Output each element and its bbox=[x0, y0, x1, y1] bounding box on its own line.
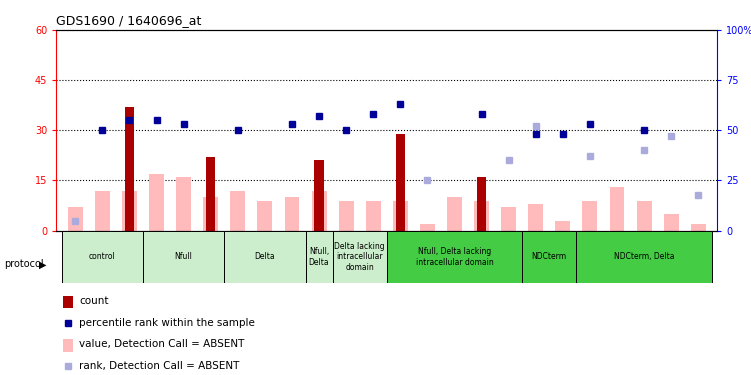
Bar bbox=[691, 224, 706, 231]
Bar bbox=[95, 190, 110, 231]
Bar bbox=[149, 174, 164, 231]
Bar bbox=[637, 201, 652, 231]
Text: NDCterm: NDCterm bbox=[532, 252, 567, 261]
Bar bbox=[231, 190, 246, 231]
Text: count: count bbox=[80, 296, 109, 306]
Bar bbox=[125, 107, 134, 231]
Bar bbox=[63, 339, 73, 352]
Text: ▶: ▶ bbox=[39, 260, 47, 269]
Text: Delta: Delta bbox=[255, 252, 275, 261]
Bar bbox=[312, 190, 327, 231]
Bar bbox=[396, 134, 405, 231]
Bar bbox=[501, 207, 516, 231]
FancyBboxPatch shape bbox=[143, 231, 225, 283]
Text: value, Detection Call = ABSENT: value, Detection Call = ABSENT bbox=[80, 339, 245, 350]
Text: Nfull,
Delta: Nfull, Delta bbox=[309, 247, 330, 267]
Text: NDCterm, Delta: NDCterm, Delta bbox=[614, 252, 674, 261]
Text: Delta lacking
intracellular
domain: Delta lacking intracellular domain bbox=[334, 242, 385, 272]
Bar bbox=[68, 207, 83, 231]
Bar bbox=[176, 177, 191, 231]
Bar bbox=[206, 157, 216, 231]
Bar bbox=[258, 201, 273, 231]
Bar bbox=[339, 201, 354, 231]
Text: Nfull, Delta lacking
intracellular domain: Nfull, Delta lacking intracellular domai… bbox=[415, 247, 493, 267]
Text: protocol: protocol bbox=[4, 260, 44, 269]
Bar bbox=[285, 197, 300, 231]
Bar bbox=[204, 197, 218, 231]
Bar bbox=[122, 190, 137, 231]
Bar bbox=[477, 177, 487, 231]
Bar bbox=[315, 160, 324, 231]
FancyBboxPatch shape bbox=[306, 231, 333, 283]
FancyBboxPatch shape bbox=[62, 231, 143, 283]
Bar bbox=[583, 201, 597, 231]
Bar bbox=[366, 201, 381, 231]
Text: Nfull: Nfull bbox=[175, 252, 192, 261]
Bar bbox=[664, 214, 679, 231]
Bar bbox=[528, 204, 543, 231]
FancyBboxPatch shape bbox=[522, 231, 576, 283]
Bar bbox=[447, 197, 462, 231]
Bar bbox=[393, 201, 408, 231]
FancyBboxPatch shape bbox=[225, 231, 306, 283]
Bar bbox=[63, 296, 73, 308]
Text: percentile rank within the sample: percentile rank within the sample bbox=[80, 318, 255, 328]
Text: GDS1690 / 1640696_at: GDS1690 / 1640696_at bbox=[56, 15, 202, 27]
Bar bbox=[556, 220, 570, 231]
Text: rank, Detection Call = ABSENT: rank, Detection Call = ABSENT bbox=[80, 361, 240, 371]
FancyBboxPatch shape bbox=[387, 231, 522, 283]
Bar bbox=[610, 187, 624, 231]
Text: control: control bbox=[89, 252, 116, 261]
FancyBboxPatch shape bbox=[333, 231, 387, 283]
Bar bbox=[420, 224, 435, 231]
FancyBboxPatch shape bbox=[576, 231, 712, 283]
Bar bbox=[474, 201, 489, 231]
